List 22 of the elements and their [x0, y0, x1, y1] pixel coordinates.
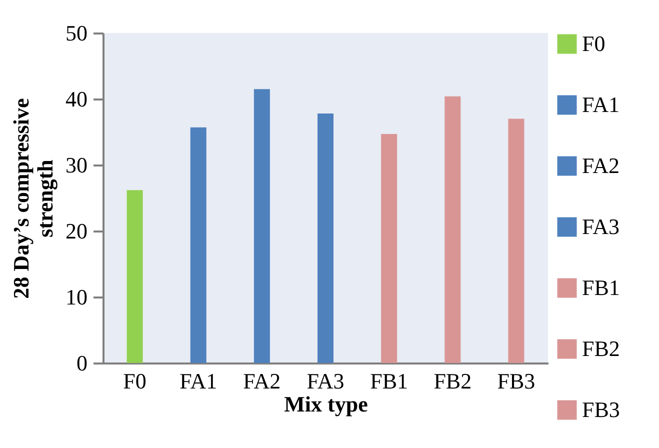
x-tick-label: FB3 [497, 368, 536, 394]
x-axis-title: Mix type [284, 392, 368, 416]
y-tick-label: 30 [66, 152, 88, 178]
legend-label: FA3 [582, 214, 620, 239]
y-tick-label: 40 [66, 86, 88, 112]
x-tick-label: FB1 [370, 368, 408, 394]
y-tick-label: 10 [66, 284, 88, 310]
y-axis-title: 28 Day’s compressive strength [8, 98, 58, 299]
legend-label: FB2 [582, 336, 620, 361]
x-tick-label: FA3 [306, 368, 344, 394]
legend-label: F0 [582, 31, 606, 56]
legend-label: FA2 [582, 153, 620, 178]
legend-label: FB3 [582, 397, 620, 422]
y-tick-label: 20 [66, 218, 88, 244]
x-tick-label: FA2 [243, 368, 281, 394]
legend-label: FB1 [582, 275, 620, 300]
y-tick-label: 0 [76, 350, 88, 376]
x-tick-label: F0 [123, 368, 146, 394]
x-tick-label: FB2 [434, 368, 472, 394]
x-tick-label: FA1 [180, 368, 218, 394]
legend-label: FA1 [582, 92, 620, 117]
y-tick-label: 50 [66, 20, 88, 46]
